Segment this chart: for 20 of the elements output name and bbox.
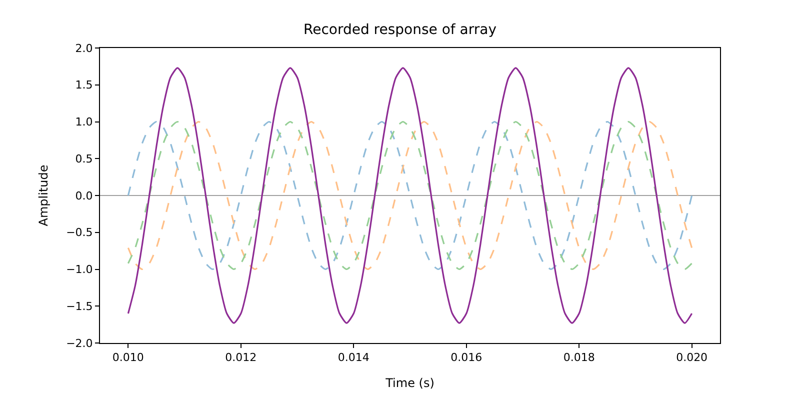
y-tick-label: 1.0 bbox=[75, 116, 93, 129]
y-tick-label: 0.0 bbox=[75, 189, 93, 202]
chart-title: Recorded response of array bbox=[303, 22, 497, 38]
x-tick-label: 0.016 bbox=[450, 351, 482, 364]
y-tick-label: −2.0 bbox=[66, 336, 93, 350]
line-series bbox=[127, 120, 693, 270]
y-axis-title: Amplitude bbox=[36, 164, 50, 226]
line-series bbox=[127, 67, 693, 324]
x-tick-label: 0.012 bbox=[225, 351, 257, 364]
y-tick-label: 1.5 bbox=[75, 78, 93, 92]
x-tick-label: 0.020 bbox=[676, 351, 708, 364]
x-tick-label: 0.010 bbox=[112, 351, 144, 364]
y-tick-label: 2.0 bbox=[75, 42, 93, 55]
y-tick-label: −1.5 bbox=[66, 300, 93, 313]
y-tick-label: −1.0 bbox=[66, 263, 93, 276]
x-tick-label: 0.014 bbox=[338, 351, 370, 364]
x-tick-label: 0.018 bbox=[563, 351, 595, 364]
x-axis-title: Time (s) bbox=[384, 376, 434, 390]
y-tick-label: 0.5 bbox=[75, 152, 93, 166]
y-tick-label: −0.5 bbox=[66, 226, 93, 240]
